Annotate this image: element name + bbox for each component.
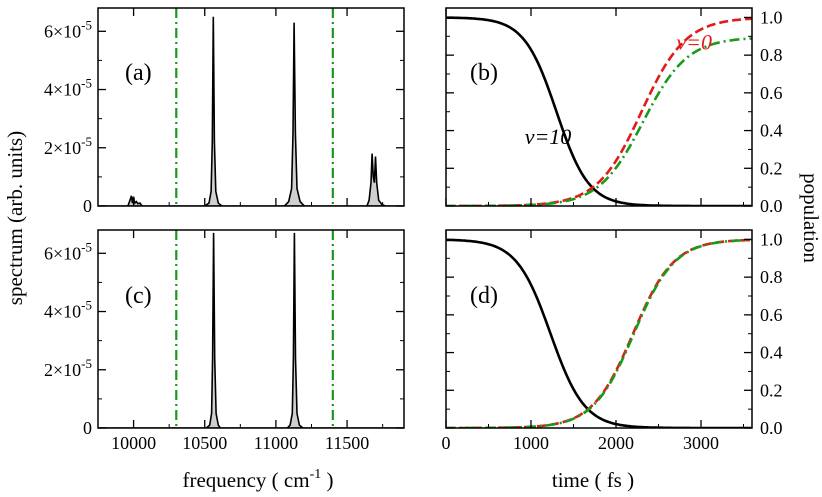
y-tick-label-a-3: 6×10-5 bbox=[44, 17, 92, 41]
x-tick-label-d-3: 3000 bbox=[683, 433, 719, 453]
y-tick-mantissa-a-1: 2×10 bbox=[44, 138, 81, 158]
y-tick-label-b-2: 0.4 bbox=[760, 121, 783, 141]
y-tick-label-b-0: 0.0 bbox=[760, 196, 783, 216]
series-annotation-b-0: v=10 bbox=[525, 124, 572, 149]
x-axis-label-frequency-end: ) bbox=[321, 468, 333, 492]
y-tick-mantissa-a-3: 6×10 bbox=[44, 21, 81, 41]
x-axis-label-time: time ( fs ) bbox=[552, 468, 634, 492]
panel-b: v=10 v=0 0.0 0.2 0.4 0.6 0.8 1.0 (b) bbox=[445, 7, 783, 216]
x-tick-label-c-3: 11500 bbox=[325, 433, 369, 453]
y-tick-label-d-1: 0.2 bbox=[760, 380, 783, 400]
y-tick-exponent-c-3: -5 bbox=[81, 239, 92, 254]
y-tick-label-b-3: 0.6 bbox=[760, 83, 783, 103]
x-tick-label-c-0: 10000 bbox=[111, 433, 156, 453]
plot-area-b bbox=[446, 16, 752, 206]
y-tick-label-d-2: 0.4 bbox=[760, 343, 783, 363]
peak-line-a-3 bbox=[366, 153, 386, 206]
y-tick-label-d-3: 0.6 bbox=[760, 305, 783, 325]
y-tick-label-a-2: 4×10-5 bbox=[44, 76, 92, 100]
peak-line-c-0 bbox=[205, 232, 222, 428]
y-tick-label-b-4: 0.8 bbox=[760, 45, 783, 65]
y-tick-exponent-a-1: -5 bbox=[81, 134, 92, 149]
frame-d bbox=[445, 229, 753, 429]
y-tick-exponent-a-2: -5 bbox=[81, 76, 92, 91]
panel-label-d: (d) bbox=[470, 283, 498, 309]
y-tick-exponent-c-1: -5 bbox=[81, 356, 92, 371]
x-tick-label-d-0: 0 bbox=[442, 433, 451, 453]
y-tick-label-d-4: 0.8 bbox=[760, 267, 783, 287]
plot-area-d bbox=[446, 238, 752, 428]
x-tick-label-d-2: 2000 bbox=[598, 433, 634, 453]
y-tick-label-b-1: 0.2 bbox=[760, 158, 783, 178]
peak-line-c-1 bbox=[286, 232, 304, 428]
frame-a bbox=[97, 7, 405, 207]
y-tick-label-d-0: 0.0 bbox=[760, 418, 783, 438]
series-line-b-1 bbox=[446, 17, 752, 206]
panel-a: 02×10-54×10-56×10-5(a) bbox=[44, 7, 405, 216]
y-axis-label-spectrum: spectrum (arb. units) bbox=[3, 131, 27, 305]
y-axis-label-population: population bbox=[799, 173, 822, 263]
panel-label-a: (a) bbox=[125, 60, 152, 86]
series-line-d-2 bbox=[446, 238, 752, 428]
series-annotation-b-1: v=0 bbox=[676, 29, 712, 54]
y-tick-label-c-3: 6×10-5 bbox=[44, 239, 92, 263]
y-tick-exponent-c-2: -5 bbox=[81, 298, 92, 313]
y-tick-label-a-0: 0 bbox=[83, 196, 92, 216]
x-tick-label-c-1: 10500 bbox=[182, 433, 227, 453]
panel-label-c: (c) bbox=[125, 283, 152, 309]
panel-d: 0 1000 2000 3000 0.0 0.2 0.4 0.6 0.8 1.0 (d) bbox=[442, 229, 783, 453]
y-tick-label-b-5: 1.0 bbox=[760, 7, 783, 27]
series-line-d-0 bbox=[446, 238, 752, 428]
frame-b bbox=[445, 7, 753, 207]
y-tick-mantissa-c-1: 2×10 bbox=[44, 360, 81, 380]
y-tick-mantissa-c-3: 6×10 bbox=[44, 243, 81, 263]
y-tick-label-c-2: 4×10-5 bbox=[44, 298, 92, 322]
y-tick-label-a-1: 2×10-5 bbox=[44, 134, 92, 158]
y-tick-label-c-1: 2×10-5 bbox=[44, 356, 92, 380]
frame-c bbox=[97, 229, 405, 429]
y-tick-mantissa-c-2: 4×10 bbox=[44, 302, 81, 322]
y-tick-label-d-5: 1.0 bbox=[760, 229, 783, 249]
x-axis-label-frequency-sup: -1 bbox=[310, 467, 322, 482]
y-tick-label-c-0: 0 bbox=[83, 418, 92, 438]
series-line-b-0 bbox=[446, 16, 752, 206]
y-tick-mantissa-a-2: 4×10 bbox=[44, 80, 81, 100]
plot-area-a bbox=[98, 8, 404, 206]
x-axis-label-frequency: frequency ( cm-1 ) bbox=[182, 467, 333, 492]
peak-line-a-1 bbox=[204, 16, 223, 206]
panel-c: 10000 10500 11000 1150002×10-54×10-56×10-5(… bbox=[44, 229, 405, 453]
x-tick-label-c-2: 11000 bbox=[254, 433, 298, 453]
panel-label-b: (b) bbox=[470, 60, 498, 86]
x-tick-label-d-1: 1000 bbox=[513, 433, 549, 453]
y-tick-exponent-a-3: -5 bbox=[81, 17, 92, 32]
x-axis-label-frequency-main: frequency ( cm bbox=[182, 468, 309, 492]
plot-area-c bbox=[98, 230, 404, 428]
peak-line-a-2 bbox=[283, 22, 305, 206]
